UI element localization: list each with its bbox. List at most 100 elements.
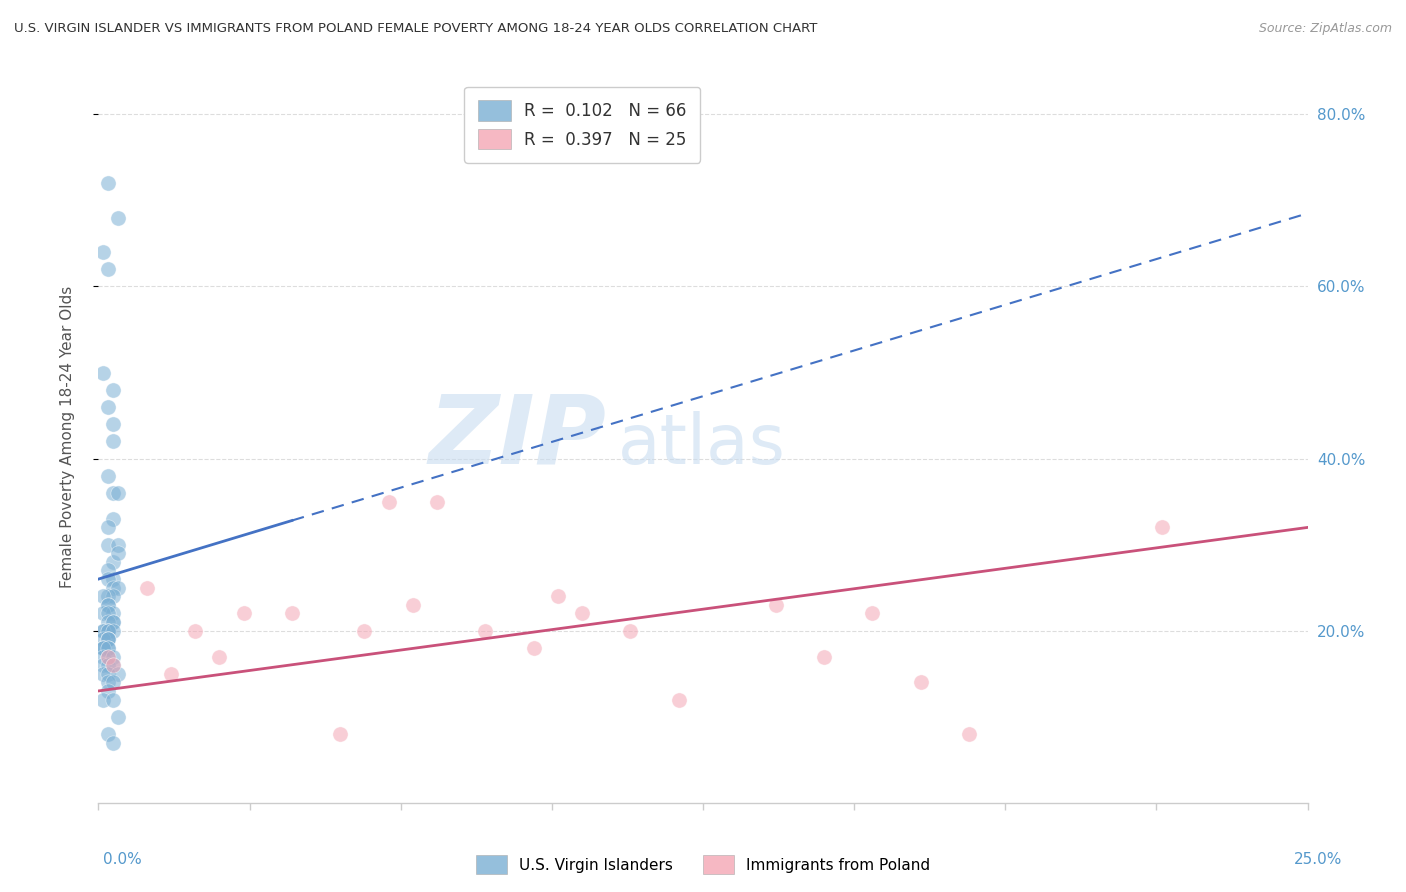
Point [91,640,114,655]
Point [97,675,120,690]
Point [97,624,120,638]
Point [101,417,124,432]
Point [107,666,129,681]
Point [1152,520,1174,534]
Point [107,486,129,500]
Point [571,607,593,621]
Text: 0.0%: 0.0% [103,852,142,867]
Point [107,710,129,724]
Point [353,624,375,638]
Point [101,555,124,569]
Point [97,176,120,190]
Point [91,607,114,621]
Text: atlas: atlas [619,411,786,478]
Point [91,245,114,260]
Point [910,675,932,690]
Y-axis label: Female Poverty Among 18-24 Year Olds: Female Poverty Among 18-24 Year Olds [60,286,75,588]
Point [619,624,641,638]
Point [101,383,124,397]
Point [101,607,124,621]
Point [97,640,120,655]
Point [184,624,207,638]
Point [101,692,124,706]
Point [813,649,835,664]
Point [91,366,114,380]
Point [91,624,114,638]
Point [101,486,124,500]
Point [97,658,120,673]
Point [232,607,254,621]
Point [101,624,124,638]
Point [135,581,157,595]
Point [97,607,120,621]
Text: Source: ZipAtlas.com: Source: ZipAtlas.com [1258,22,1392,36]
Point [107,211,129,225]
Point [426,494,449,508]
Point [101,615,124,629]
Point [91,640,114,655]
Point [101,735,124,749]
Point [101,658,124,673]
Text: ZIP: ZIP [429,391,606,483]
Point [97,649,120,664]
Text: 25.0%: 25.0% [1295,852,1343,867]
Point [107,546,129,560]
Point [97,727,120,741]
Point [107,581,129,595]
Point [91,649,114,664]
Point [97,468,120,483]
Point [208,649,231,664]
Point [97,262,120,277]
Point [97,666,120,681]
Point [523,640,546,655]
Point [329,727,352,741]
Point [97,520,120,534]
Point [547,589,569,603]
Point [97,589,120,603]
Point [97,615,120,629]
Point [97,598,120,612]
Point [101,649,124,664]
Point [97,624,120,638]
Point [281,607,304,621]
Point [97,684,120,698]
Point [402,598,425,612]
Point [91,666,114,681]
Point [97,649,120,664]
Point [97,624,120,638]
Point [97,640,120,655]
Point [860,607,883,621]
Point [765,598,787,612]
Legend: R =  0.102   N = 66, R =  0.397   N = 25: R = 0.102 N = 66, R = 0.397 N = 25 [464,87,700,162]
Point [101,512,124,526]
Point [101,675,124,690]
Point [101,658,124,673]
Point [101,589,124,603]
Point [101,434,124,449]
Point [91,632,114,647]
Point [101,572,124,586]
Point [91,658,114,673]
Point [97,632,120,647]
Point [91,692,114,706]
Point [97,400,120,414]
Point [377,494,399,508]
Point [107,538,129,552]
Point [97,632,120,647]
Point [957,727,980,741]
Point [101,581,124,595]
Text: U.S. VIRGIN ISLANDER VS IMMIGRANTS FROM POLAND FEMALE POVERTY AMONG 18-24 YEAR O: U.S. VIRGIN ISLANDER VS IMMIGRANTS FROM … [14,22,817,36]
Point [474,624,496,638]
Point [97,572,120,586]
Point [91,640,114,655]
Point [97,564,120,578]
Point [668,692,690,706]
Legend: U.S. Virgin Islanders, Immigrants from Poland: U.S. Virgin Islanders, Immigrants from P… [470,849,936,880]
Point [97,538,120,552]
Point [101,615,124,629]
Point [91,589,114,603]
Point [97,598,120,612]
Point [97,632,120,647]
Point [160,666,183,681]
Point [91,624,114,638]
